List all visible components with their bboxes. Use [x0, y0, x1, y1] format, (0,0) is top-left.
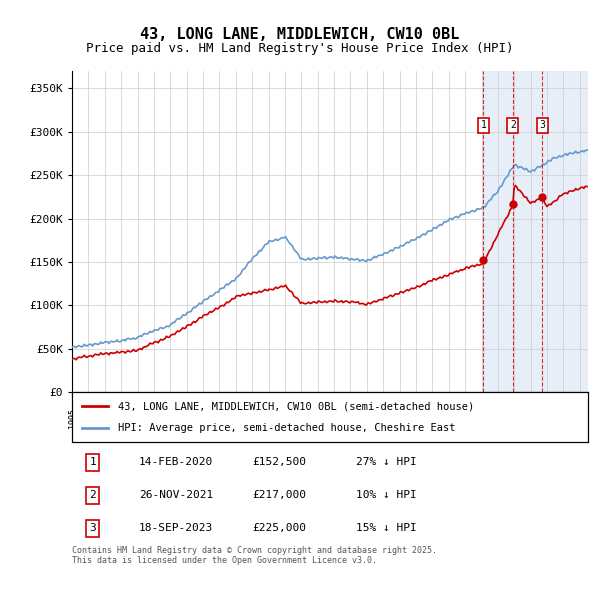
HPI: Average price, semi-detached house, Cheshire East: (2.03e+03, 2.79e+05): Average price, semi-detached house, Ches… — [584, 146, 592, 153]
Text: 2019: 2019 — [461, 408, 470, 428]
Text: 2: 2 — [89, 490, 96, 500]
Text: 2021: 2021 — [493, 408, 502, 428]
Text: 2005: 2005 — [232, 408, 241, 428]
Text: £217,000: £217,000 — [253, 490, 307, 500]
Text: 2023: 2023 — [526, 408, 535, 428]
43, LONG LANE, MIDDLEWICH, CW10 0BL (semi-detached house) — [389, 293, 396, 300]
Line: 43, LONG LANE, MIDDLEWICH, CW10 0BL (semi-detached house): 43, LONG LANE, MIDDLEWICH, CW10 0BL (sem… — [72, 185, 588, 360]
HPI: Average price, semi-detached house, Cheshire East: (2e+03, 5.54e+04): Average price, semi-detached house, Ches… — [86, 340, 94, 348]
Text: Contains HM Land Registry data © Crown copyright and database right 2025.
This d: Contains HM Land Registry data © Crown c… — [72, 546, 437, 565]
Text: 14-FEB-2020: 14-FEB-2020 — [139, 457, 214, 467]
Text: 26-NOV-2021: 26-NOV-2021 — [139, 490, 214, 500]
Text: 18-SEP-2023: 18-SEP-2023 — [139, 523, 214, 533]
HPI: Average price, semi-detached house, Cheshire East: (2.01e+03, 1.63e+05): Average price, semi-detached house, Ches… — [389, 248, 396, 255]
Bar — [563, 71, 588, 392]
43, LONG LANE, MIDDLEWICH, CW10 0BL (semi-detached house) — [73, 356, 80, 363]
HPI: Average price, semi-detached house, Cheshire East: (2.01e+03, 1.54e+05): Average price, semi-detached house, Ches… — [355, 255, 362, 263]
Text: 2020: 2020 — [477, 408, 486, 428]
Text: 27% ↓ HPI: 27% ↓ HPI — [356, 457, 416, 467]
Text: 2017: 2017 — [428, 408, 437, 428]
Text: 3: 3 — [89, 523, 96, 533]
HPI: Average price, semi-detached house, Cheshire East: (2.01e+03, 1.75e+05): Average price, semi-detached house, Ches… — [274, 237, 281, 244]
43, LONG LANE, MIDDLEWICH, CW10 0BL (semi-detached house) — [568, 188, 575, 195]
Text: 2008: 2008 — [280, 408, 289, 428]
Text: 2000: 2000 — [149, 408, 158, 428]
Text: 1999: 1999 — [133, 408, 142, 428]
43, LONG LANE, MIDDLEWICH, CW10 0BL (semi-detached house) — [512, 182, 519, 189]
Text: 1997: 1997 — [100, 408, 109, 428]
Text: 43, LONG LANE, MIDDLEWICH, CW10 0BL: 43, LONG LANE, MIDDLEWICH, CW10 0BL — [140, 27, 460, 41]
43, LONG LANE, MIDDLEWICH, CW10 0BL (semi-detached house) — [563, 189, 570, 196]
Text: 1996: 1996 — [84, 408, 93, 428]
Text: HPI: Average price, semi-detached house, Cheshire East: HPI: Average price, semi-detached house,… — [118, 424, 456, 434]
Text: 3: 3 — [539, 120, 545, 130]
Text: 2001: 2001 — [166, 408, 175, 428]
Text: 2016: 2016 — [412, 408, 421, 428]
Text: 2010: 2010 — [313, 408, 322, 428]
Text: 2006: 2006 — [248, 408, 257, 428]
Text: 1995: 1995 — [67, 408, 77, 428]
HPI: Average price, semi-detached house, Cheshire East: (2e+03, 5.14e+04): Average price, semi-detached house, Ches… — [73, 344, 80, 351]
Text: 2: 2 — [510, 120, 516, 130]
43, LONG LANE, MIDDLEWICH, CW10 0BL (semi-detached house) — [68, 356, 76, 363]
Text: 2011: 2011 — [329, 408, 338, 428]
Text: 2015: 2015 — [395, 408, 404, 428]
Text: 2014: 2014 — [379, 408, 388, 428]
HPI: Average price, semi-detached house, Cheshire East: (2.03e+03, 2.75e+05): Average price, semi-detached house, Ches… — [566, 149, 574, 156]
Text: 15% ↓ HPI: 15% ↓ HPI — [356, 523, 416, 533]
Line: HPI: Average price, semi-detached house, Cheshire East: HPI: Average price, semi-detached house,… — [72, 150, 588, 348]
Text: 2002: 2002 — [182, 408, 191, 428]
Text: 1998: 1998 — [116, 408, 125, 428]
Text: £152,500: £152,500 — [253, 457, 307, 467]
HPI: Average price, semi-detached house, Cheshire East: (2e+03, 5.2e+04): Average price, semi-detached house, Ches… — [68, 343, 76, 350]
Text: 2007: 2007 — [264, 408, 273, 428]
43, LONG LANE, MIDDLEWICH, CW10 0BL (semi-detached house) — [274, 285, 281, 292]
Text: 2003: 2003 — [199, 408, 208, 428]
Text: 2009: 2009 — [297, 408, 306, 428]
Text: 2004: 2004 — [215, 408, 224, 428]
Text: 1: 1 — [89, 457, 96, 467]
Text: 43, LONG LANE, MIDDLEWICH, CW10 0BL (semi-detached house): 43, LONG LANE, MIDDLEWICH, CW10 0BL (sem… — [118, 401, 475, 411]
43, LONG LANE, MIDDLEWICH, CW10 0BL (semi-detached house) — [584, 183, 592, 190]
43, LONG LANE, MIDDLEWICH, CW10 0BL (semi-detached house) — [355, 298, 362, 305]
Text: 2013: 2013 — [362, 408, 371, 428]
Bar — [484, 71, 588, 392]
43, LONG LANE, MIDDLEWICH, CW10 0BL (semi-detached house) — [86, 352, 94, 359]
Text: Price paid vs. HM Land Registry's House Price Index (HPI): Price paid vs. HM Land Registry's House … — [86, 42, 514, 55]
Text: 2018: 2018 — [444, 408, 453, 428]
Text: 2012: 2012 — [346, 408, 355, 428]
Text: 2025: 2025 — [559, 408, 568, 428]
Text: 2026: 2026 — [575, 408, 584, 428]
Text: 1: 1 — [481, 120, 487, 130]
Text: 2024: 2024 — [542, 408, 551, 428]
Text: 10% ↓ HPI: 10% ↓ HPI — [356, 490, 416, 500]
Text: 2022: 2022 — [510, 408, 519, 428]
HPI: Average price, semi-detached house, Cheshire East: (2.03e+03, 2.74e+05): Average price, semi-detached house, Ches… — [561, 150, 568, 158]
Text: £225,000: £225,000 — [253, 523, 307, 533]
